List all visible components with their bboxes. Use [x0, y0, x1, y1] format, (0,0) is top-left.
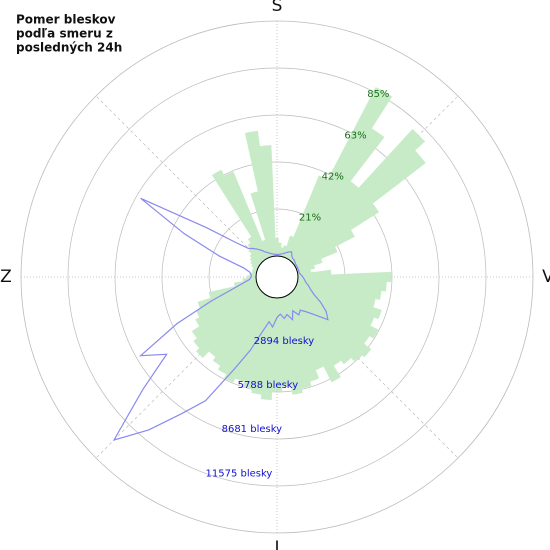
bar [208, 281, 258, 299]
chart-title: posledných 24h [16, 41, 122, 55]
y-tick-label: 63% [344, 130, 366, 141]
grid-line [95, 95, 278, 278]
x-tick-label: V [542, 267, 550, 287]
bar [224, 171, 270, 259]
chart-title: podľa smeru z [16, 27, 113, 41]
bar [259, 145, 277, 257]
y-tick-label: 21% [299, 213, 321, 224]
y2-tick-label: 2894 blesky [254, 336, 315, 347]
y-tick-label: 42% [322, 171, 344, 182]
bars [191, 87, 426, 401]
y2-tick-label: 8681 blesky [222, 424, 283, 435]
title: Pomer bleskov podľa smeru z posledných 2… [16, 13, 122, 55]
grid-ring [67, 67, 487, 487]
chart-title: Pomer bleskov [16, 13, 116, 27]
lines [112, 197, 329, 441]
grid-ring [114, 114, 440, 440]
x-tick-label: J [273, 538, 279, 550]
y-tick-label: 85% [367, 89, 389, 100]
line [112, 197, 329, 441]
y2-tick-label: 11575 blesky [206, 468, 273, 479]
x-tick-label: S [272, 0, 283, 16]
grid-ring [161, 161, 393, 393]
center-hole [255, 255, 299, 299]
y2-tick-label: 5788 blesky [238, 380, 299, 391]
x-tick-label: Z [0, 267, 12, 287]
